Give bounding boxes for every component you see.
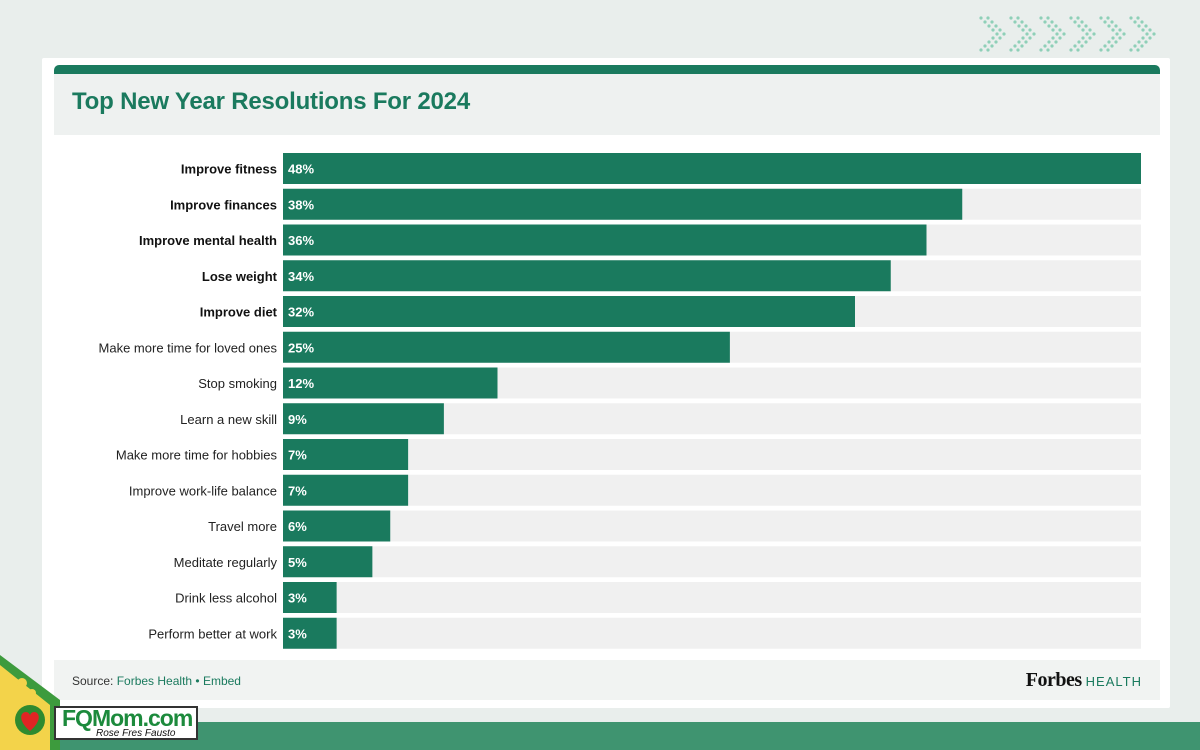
source-link[interactable]: Forbes Health (116, 674, 193, 688)
value-label: 9% (288, 412, 307, 427)
chart-title: Top New Year Resolutions For 2024 (72, 88, 470, 115)
embed-link[interactable]: Embed (202, 674, 241, 688)
bar[interactable] (283, 546, 373, 578)
bar[interactable] (283, 403, 444, 435)
bar[interactable] (283, 224, 927, 256)
bar-track (283, 617, 1141, 649)
category-label: Stop smoking (198, 376, 277, 391)
category-label: Make more time for loved ones (99, 340, 278, 355)
category-label: Improve mental health (139, 233, 277, 248)
value-label: 5% (288, 555, 307, 570)
category-label: Improve work-life balance (129, 483, 277, 498)
bar[interactable] (283, 188, 963, 220)
source-prefix: Source: (72, 674, 117, 688)
bar-track (283, 474, 1141, 506)
bar-track (283, 439, 1141, 470)
forbes-health-logo[interactable]: Forbes HEALTH (1026, 669, 1142, 692)
bar[interactable] (283, 582, 337, 613)
watermark-label: FQMom.com Rose Fres Fausto (54, 705, 198, 740)
value-label: 32% (288, 305, 314, 320)
watermark-name: FQMom.com (62, 705, 193, 731)
category-label: Perform better at work (148, 626, 277, 641)
category-label: Drink less alcohol (175, 591, 277, 606)
category-label: Travel more (208, 519, 277, 534)
value-label: 12% (288, 376, 314, 391)
bar[interactable] (283, 439, 409, 470)
bottom-band (0, 722, 1200, 750)
bar[interactable] (283, 474, 409, 506)
brand-name: Forbes (1025, 669, 1082, 691)
value-label: 36% (288, 233, 314, 248)
category-label: Improve fitness (181, 162, 277, 177)
chart-header: Top New Year Resolutions For 2024 (54, 74, 1160, 135)
value-label: 7% (288, 483, 307, 498)
category-label: Make more time for hobbies (116, 448, 278, 463)
value-label: 7% (288, 448, 307, 463)
brand-sub: HEALTH (1085, 674, 1142, 689)
bar[interactable] (283, 617, 337, 649)
category-label: Learn a new skill (180, 412, 277, 427)
value-label: 34% (288, 269, 314, 284)
value-label: 25% (288, 340, 314, 355)
watermark-author: Rose Fres Fausto (96, 728, 176, 739)
value-label: 3% (288, 626, 307, 641)
bar[interactable] (283, 331, 730, 363)
source-separator: • (192, 674, 203, 688)
value-label: 38% (288, 197, 314, 212)
bar[interactable] (283, 510, 391, 542)
category-label: Lose weight (202, 269, 278, 284)
category-label: Improve diet (200, 305, 278, 320)
bar-track (283, 546, 1141, 578)
value-label: 48% (288, 162, 314, 177)
bar[interactable] (283, 296, 855, 327)
chart-footer: Source: Forbes Health • Embed Forbes HEAL… (54, 660, 1160, 700)
bar-track (283, 582, 1141, 613)
decorative-chevrons-icon (979, 16, 1156, 52)
category-label: Improve finances (170, 197, 277, 212)
bar[interactable] (283, 260, 891, 292)
card-accent-bar (54, 65, 1160, 75)
value-label: 3% (288, 591, 307, 606)
watermark-heart-icon (0, 655, 60, 750)
bar[interactable] (283, 153, 1141, 184)
bar[interactable] (283, 367, 498, 399)
value-label: 6% (288, 519, 307, 534)
bar-track (283, 510, 1141, 542)
source-line: Source: Forbes Health • Embed (72, 674, 241, 688)
category-label: Meditate regularly (174, 555, 278, 570)
